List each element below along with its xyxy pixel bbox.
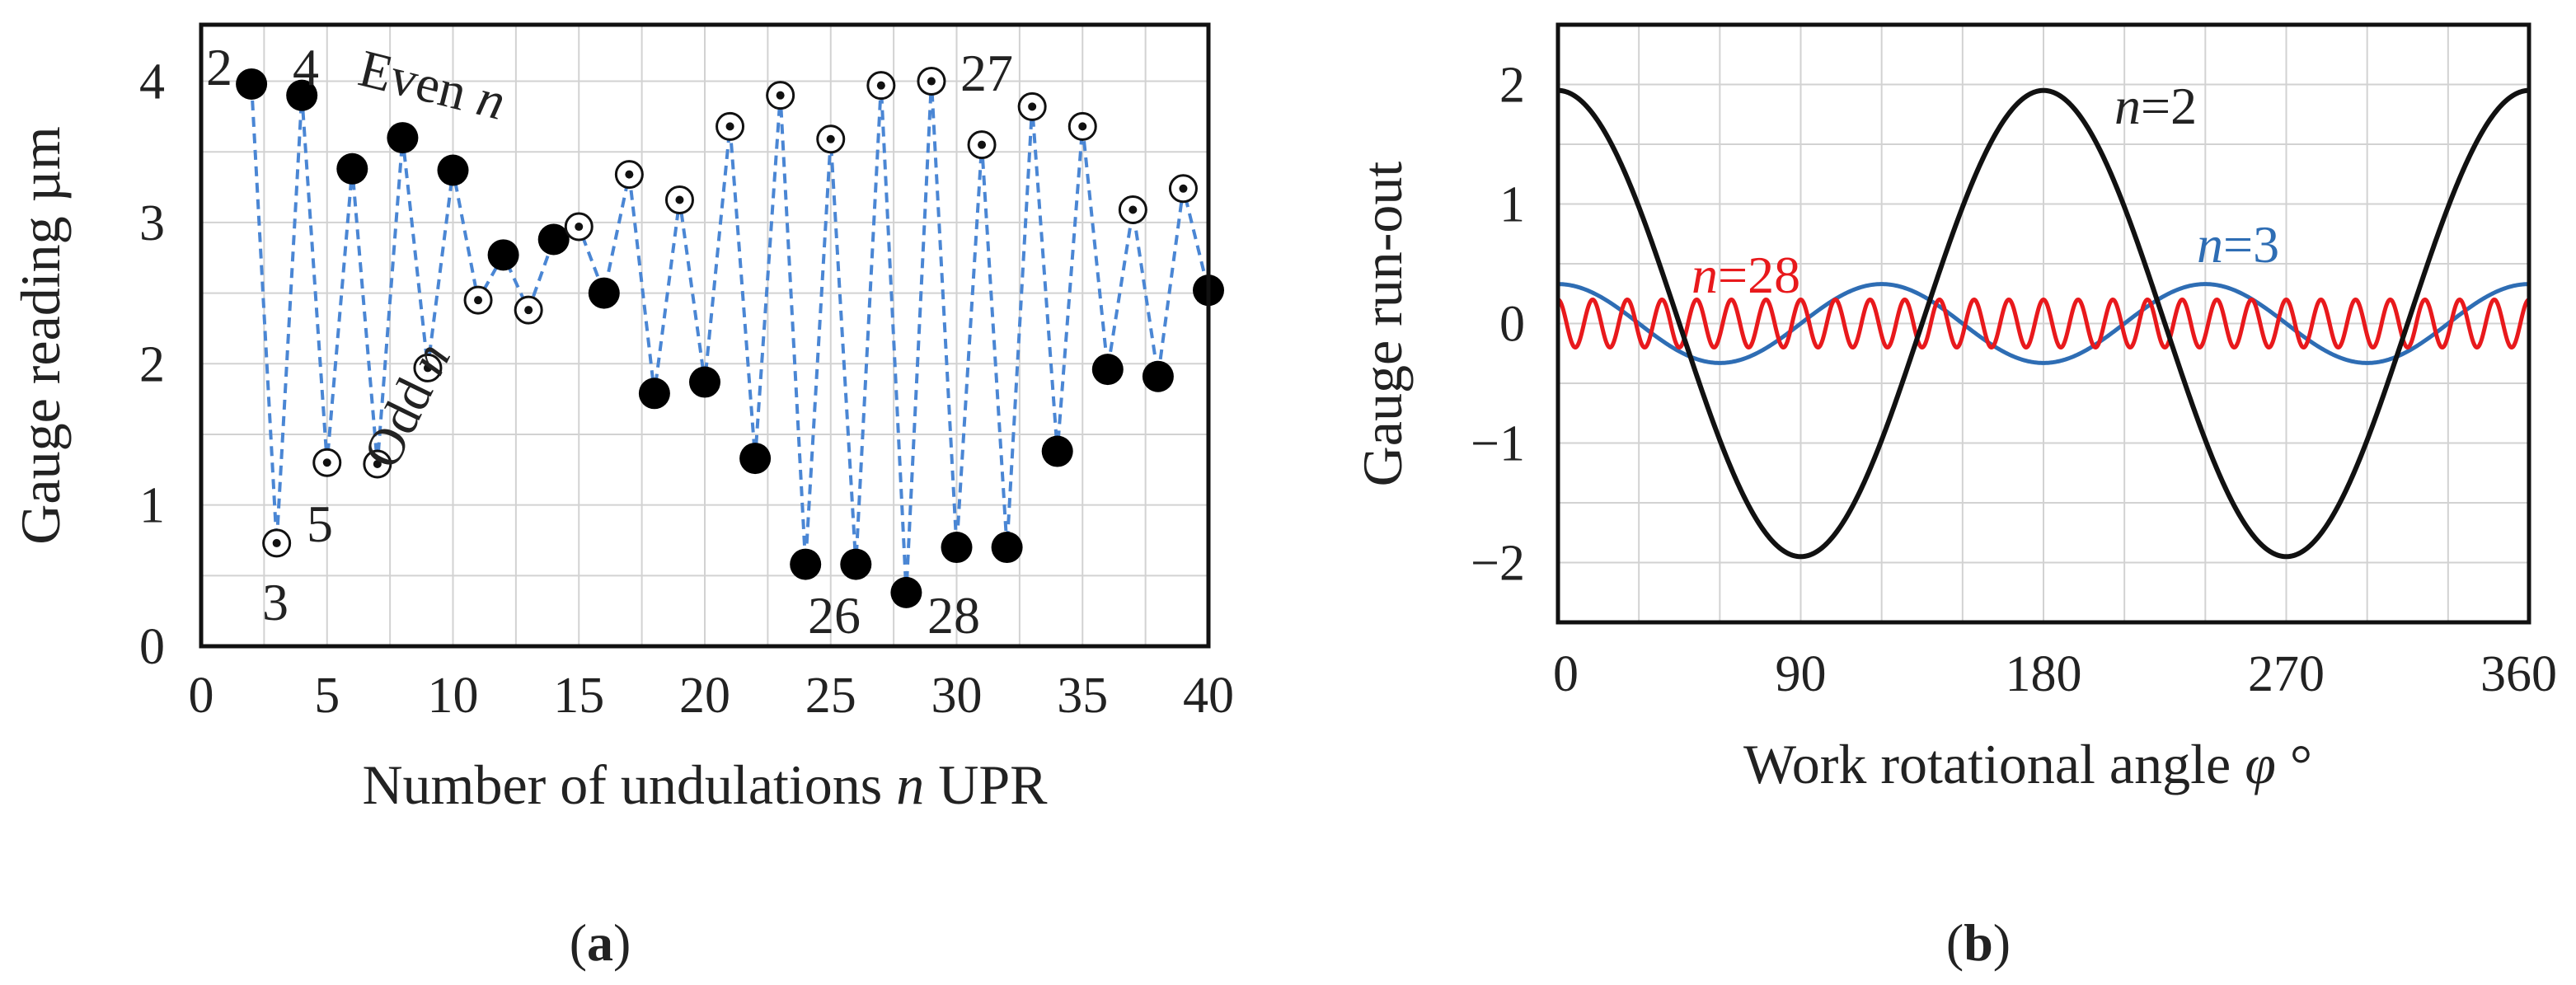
- marker-even: [336, 152, 368, 185]
- annotation-n3: 3: [262, 573, 289, 631]
- marker-even: [840, 548, 872, 580]
- marker-even: [689, 366, 720, 398]
- marker-odd-center: [524, 306, 533, 315]
- y-tick-label: 0: [1499, 297, 1525, 353]
- marker-odd-center: [1078, 122, 1087, 131]
- annotation-even-n: Even n: [354, 39, 511, 131]
- marker-even: [991, 532, 1023, 564]
- marker-even: [790, 548, 822, 580]
- series-lines-b: [1557, 87, 2530, 560]
- marker-odd-center: [675, 195, 684, 204]
- annotation-n5: 5: [307, 495, 333, 553]
- x-axis-label-b: Work rotational angle φ °: [1743, 733, 2312, 795]
- y-tick-label: 4: [139, 54, 165, 110]
- x-tick-labels-a: 0 5 10 15 20 25 30 35 40: [189, 668, 1235, 724]
- y-tick-label: −1: [1471, 416, 1525, 472]
- y-tick-labels-a: 0 1 2 3 4: [139, 54, 165, 675]
- marker-odd-center: [373, 459, 382, 468]
- x-tick-label: 270: [2248, 646, 2325, 702]
- x-tick-label: 360: [2480, 646, 2557, 702]
- marker-odd-center: [776, 91, 785, 100]
- series-label-n2: n=2: [2114, 77, 2197, 135]
- y-tick-label: 1: [139, 478, 165, 534]
- panel-b-chart: 0 90 180 270 360 −2 −1 0 1 2 n=2 n=3 n=28 Gauge …: [1351, 22, 2557, 972]
- marker-even: [1142, 360, 1174, 392]
- series-line-n3: [1557, 282, 2530, 365]
- marker-odd-center: [826, 134, 835, 143]
- x-tick-label: 20: [679, 668, 730, 724]
- markers-a: [236, 67, 1224, 608]
- marker-even: [537, 223, 570, 256]
- marker-even: [387, 122, 419, 154]
- x-tick-label: 30: [931, 668, 983, 724]
- annotation-n4: 4: [293, 38, 319, 96]
- marker-even: [638, 378, 670, 410]
- y-tick-label: 2: [139, 336, 165, 392]
- marker-even: [1091, 354, 1124, 386]
- marker-even: [487, 239, 519, 271]
- x-tick-label: 180: [2006, 646, 2082, 702]
- marker-even: [236, 68, 268, 100]
- x-tick-labels-b: 0 90 180 270 360: [1553, 646, 2557, 702]
- x-axis-label-a: Number of undulations n UPR: [362, 753, 1048, 816]
- marker-even: [739, 443, 772, 475]
- plot-frame-a: [199, 22, 1211, 649]
- x-tick-label: 15: [553, 668, 604, 724]
- marker-even: [1041, 435, 1073, 467]
- y-tick-label: 2: [1499, 58, 1525, 114]
- x-tick-label: 25: [805, 668, 856, 724]
- marker-even: [286, 79, 318, 111]
- plot-frame-b: [1555, 22, 2531, 625]
- y-tick-label: −2: [1471, 536, 1525, 592]
- series-line-n2: [1557, 87, 2530, 560]
- annotation-n2: 2: [206, 38, 232, 96]
- marker-odd-center: [725, 122, 734, 131]
- annotation-n27: 27: [960, 44, 1013, 102]
- annotation-odd-n: Odd n: [352, 334, 462, 476]
- marker-odd-center: [575, 223, 584, 232]
- marker-odd-center: [1128, 205, 1138, 214]
- panel-caption-b: (b): [1946, 913, 2011, 972]
- x-tick-label: 10: [428, 668, 479, 724]
- marker-odd-center: [322, 458, 331, 467]
- x-tick-label: 0: [1553, 646, 1579, 702]
- annotation-n28: 28: [927, 586, 980, 645]
- marker-odd-center: [1028, 102, 1037, 111]
- annotation-n26: 26: [808, 586, 861, 645]
- marker-even: [588, 277, 620, 309]
- marker-even: [941, 532, 973, 564]
- data-line: [250, 81, 1210, 593]
- y-tick-labels-b: −2 −1 0 1 2: [1471, 58, 1525, 592]
- marker-odd-center: [474, 296, 483, 305]
- marker-odd-center: [876, 81, 885, 90]
- x-tick-label: 35: [1057, 668, 1108, 724]
- y-axis-label-a: Gauge reading µm: [9, 126, 72, 544]
- series-line-n28: [1557, 297, 2530, 350]
- y-tick-label: 1: [1499, 177, 1525, 233]
- marker-even: [890, 576, 922, 608]
- grid-b: [1558, 25, 2529, 622]
- x-tick-label: 90: [1776, 646, 1827, 702]
- y-axis-label-b: Gauge run-out: [1351, 162, 1414, 487]
- panel-caption-a: (a): [570, 913, 631, 972]
- marker-odd-center: [625, 170, 634, 179]
- marker-odd-center: [423, 364, 432, 373]
- series-label-n3: n=3: [2197, 215, 2279, 274]
- marker-even: [437, 154, 469, 186]
- marker-odd-center: [1179, 184, 1188, 193]
- marker-odd-center: [927, 77, 936, 86]
- x-tick-label: 5: [314, 668, 340, 724]
- marker-odd-center: [978, 140, 987, 149]
- y-tick-label: 3: [139, 195, 165, 251]
- series-label-n28: n=28: [1692, 246, 1800, 304]
- x-tick-label: 0: [189, 668, 214, 724]
- data-line-a: [250, 81, 1210, 593]
- marker-odd-center: [272, 538, 281, 547]
- y-tick-label: 0: [139, 619, 165, 675]
- grid-a: [200, 25, 1209, 646]
- x-tick-label: 40: [1183, 668, 1234, 724]
